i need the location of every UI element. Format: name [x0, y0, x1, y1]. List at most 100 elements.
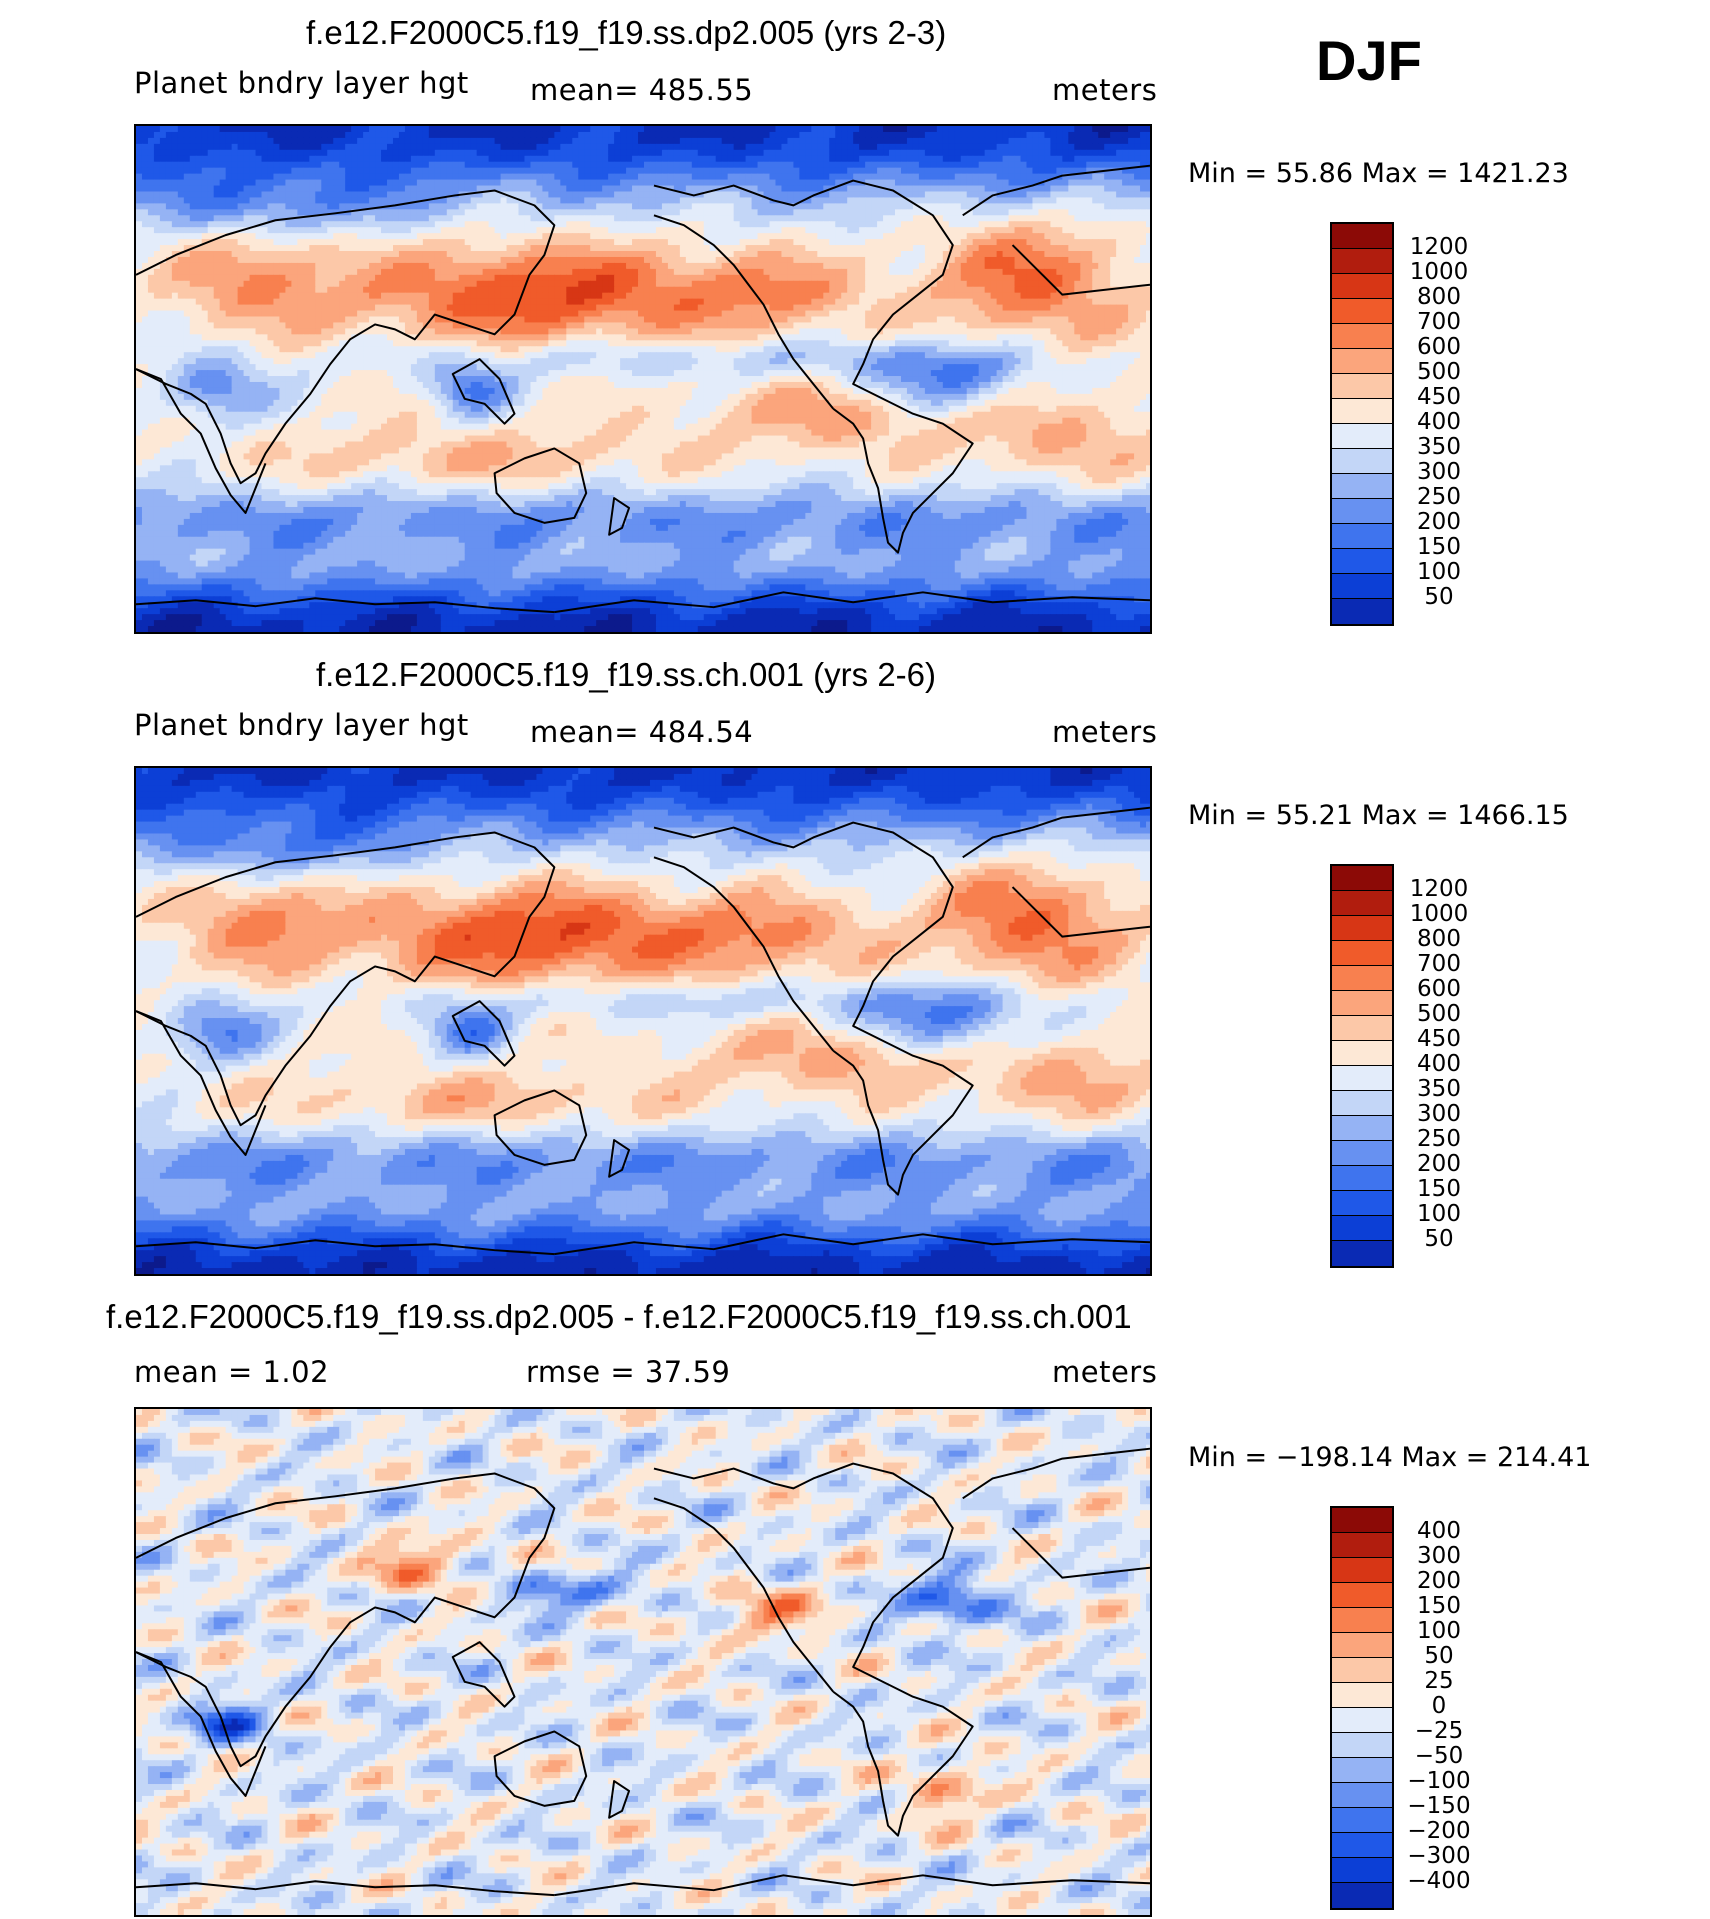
- colorbar-tick-label: 150: [1404, 1593, 1474, 1619]
- colorbar-tick-label: 100: [1404, 1618, 1474, 1644]
- panel-1-field: [136, 126, 1150, 632]
- colorbar-swatch: [1332, 1016, 1392, 1041]
- colorbar-swatch: [1332, 424, 1392, 449]
- colorbar-tick-label: 50: [1404, 1226, 1474, 1252]
- panel-1-mean: mean= 485.55: [530, 73, 753, 107]
- colorbar-swatch: [1332, 916, 1392, 941]
- panel-2-variable: Planet bndry layer hgt: [134, 708, 469, 742]
- colorbar-swatch: [1332, 866, 1392, 891]
- colorbar-swatch: [1332, 1166, 1392, 1191]
- colorbar-swatch: [1332, 524, 1392, 549]
- panel-1-map: [134, 124, 1152, 634]
- panel-2-mean: mean= 484.54: [530, 715, 753, 749]
- colorbar-tick-label: 400: [1404, 1518, 1474, 1544]
- colorbar-tick-label: 150: [1404, 534, 1474, 560]
- panel-3-minmax: Min = −198.14 Max = 214.41: [1188, 1442, 1591, 1473]
- colorbar-tick-label: −25: [1404, 1718, 1474, 1744]
- colorbar-tick-label: −400: [1404, 1868, 1474, 1894]
- colorbar-tick-label: 350: [1404, 1076, 1474, 1102]
- colorbar-swatch: [1332, 399, 1392, 424]
- colorbar-tick-label: −200: [1404, 1818, 1474, 1844]
- colorbar-swatch: [1332, 991, 1392, 1016]
- colorbar-swatch: [1332, 349, 1392, 374]
- panel-1-title: f.e12.F2000C5.f19_f19.ss.dp2.005 (yrs 2-…: [306, 14, 946, 52]
- colorbar-tick-label: 25: [1404, 1668, 1474, 1694]
- colorbar-tick-label: 250: [1404, 484, 1474, 510]
- colorbar-swatch: [1332, 499, 1392, 524]
- panel-3-title: f.e12.F2000C5.f19_f19.ss.dp2.005 - f.e12…: [106, 1298, 1132, 1336]
- colorbar-tick-label: 50: [1404, 1643, 1474, 1669]
- colorbar-tick-label: 500: [1404, 359, 1474, 385]
- colorbar-swatch: [1332, 891, 1392, 916]
- colorbar-tick-label: 250: [1404, 1126, 1474, 1152]
- colorbar-swatch: [1332, 1808, 1392, 1833]
- panel-2-title: f.e12.F2000C5.f19_f19.ss.ch.001 (yrs 2-6…: [316, 656, 936, 694]
- colorbar-tick-label: 200: [1404, 509, 1474, 535]
- colorbar-swatch: [1332, 1191, 1392, 1216]
- panel-3-field: [136, 1409, 1150, 1915]
- colorbar-tick-label: 1200: [1404, 234, 1474, 260]
- colorbar-tick-label: −50: [1404, 1743, 1474, 1769]
- colorbar-tick-label: 600: [1404, 976, 1474, 1002]
- colorbar-swatch: [1332, 1216, 1392, 1241]
- colorbar-tick-label: 400: [1404, 409, 1474, 435]
- panel-3-rmse: rmse = 37.59: [526, 1355, 730, 1389]
- colorbar-tick-label: 50: [1404, 584, 1474, 610]
- colorbar-swatch: [1332, 1608, 1392, 1633]
- colorbar-swatch: [1332, 1633, 1392, 1658]
- colorbar-swatch: [1332, 1683, 1392, 1708]
- colorbar-tick-label: 0: [1404, 1693, 1474, 1719]
- panel-1-variable: Planet bndry layer hgt: [134, 66, 469, 100]
- colorbar-tick-label: 100: [1404, 1201, 1474, 1227]
- colorbar-tick-label: 1000: [1404, 259, 1474, 285]
- panel-2-units: meters: [1052, 715, 1157, 749]
- colorbar-tick-label: 100: [1404, 559, 1474, 585]
- colorbar-swatch: [1332, 1708, 1392, 1733]
- colorbar-tick-label: 200: [1404, 1568, 1474, 1594]
- colorbar-tick-label: 200: [1404, 1151, 1474, 1177]
- panel-3-mean: mean = 1.02: [134, 1355, 329, 1389]
- colorbar-tick-label: 1200: [1404, 876, 1474, 902]
- colorbar-tick-label: −150: [1404, 1793, 1474, 1819]
- colorbar-swatch: [1332, 549, 1392, 574]
- colorbar-tick-label: 400: [1404, 1051, 1474, 1077]
- colorbar-tick-label: 500: [1404, 1001, 1474, 1027]
- colorbar-tick-label: −300: [1404, 1843, 1474, 1869]
- colorbar-swatch: [1332, 574, 1392, 599]
- colorbar-tick-label: 1000: [1404, 901, 1474, 927]
- colorbar-tick-label: 600: [1404, 334, 1474, 360]
- panel-2-colorbar: [1330, 864, 1394, 1268]
- colorbar-swatch: [1332, 941, 1392, 966]
- colorbar-tick-label: 700: [1404, 951, 1474, 977]
- colorbar-tick-label: 350: [1404, 434, 1474, 460]
- colorbar-swatch: [1332, 324, 1392, 349]
- colorbar-swatch: [1332, 1041, 1392, 1066]
- colorbar-swatch: [1332, 474, 1392, 499]
- colorbar-swatch: [1332, 1883, 1392, 1908]
- colorbar-swatch: [1332, 599, 1392, 624]
- colorbar-tick-label: 300: [1404, 1543, 1474, 1569]
- panel-1-minmax: Min = 55.86 Max = 1421.23: [1188, 158, 1569, 189]
- colorbar-tick-label: 700: [1404, 309, 1474, 335]
- colorbar-swatch: [1332, 1558, 1392, 1583]
- panel-3-units: meters: [1052, 1355, 1157, 1389]
- panel-2-map: [134, 766, 1152, 1276]
- colorbar-tick-label: 300: [1404, 1101, 1474, 1127]
- colorbar-swatch: [1332, 1783, 1392, 1808]
- colorbar-swatch: [1332, 1533, 1392, 1558]
- panel-1-colorbar: [1330, 222, 1394, 626]
- colorbar-swatch: [1332, 1733, 1392, 1758]
- panel-2-field: [136, 768, 1150, 1274]
- colorbar-tick-label: 450: [1404, 384, 1474, 410]
- colorbar-swatch: [1332, 299, 1392, 324]
- colorbar-swatch: [1332, 224, 1392, 249]
- colorbar-swatch: [1332, 249, 1392, 274]
- colorbar-swatch: [1332, 1066, 1392, 1091]
- colorbar-swatch: [1332, 1091, 1392, 1116]
- colorbar-swatch: [1332, 274, 1392, 299]
- colorbar-swatch: [1332, 374, 1392, 399]
- colorbar-tick-label: 300: [1404, 459, 1474, 485]
- colorbar-swatch: [1332, 1833, 1392, 1858]
- panel-3-map: [134, 1407, 1152, 1917]
- colorbar-swatch: [1332, 1116, 1392, 1141]
